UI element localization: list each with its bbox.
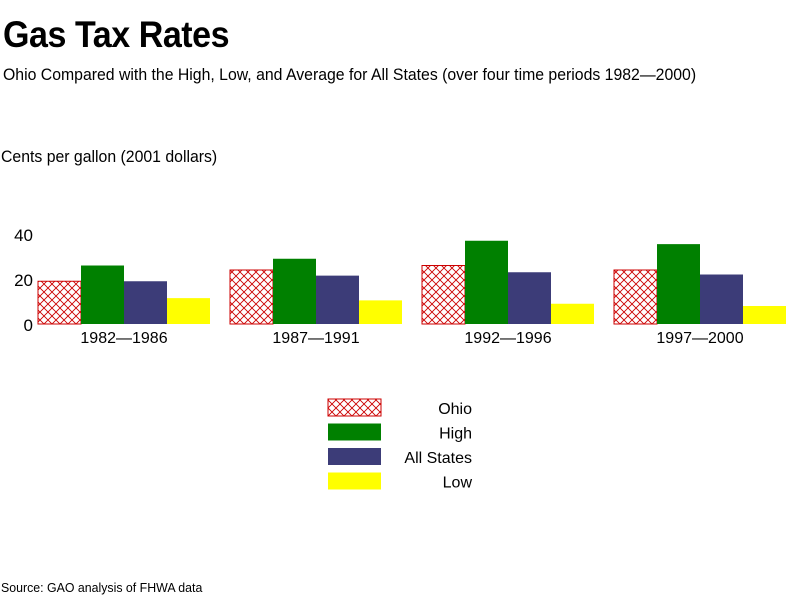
category-label: 1982—1986: [80, 330, 167, 347]
category-label: 1987—1991: [272, 330, 359, 347]
bars-group: [37, 240, 786, 325]
chart-title: Gas Tax Rates: [3, 14, 230, 55]
bar-ohio-2: [229, 269, 274, 325]
bar-all-states-3: [508, 272, 551, 324]
bar-high-1: [81, 265, 124, 324]
source-note: Source: GAO analysis of FHWA data: [1, 580, 203, 595]
legend-swatch-all-states: [328, 448, 381, 465]
bar-high-2: [273, 258, 316, 324]
y-tick-label: 20: [14, 271, 33, 290]
chart-subtitle: Ohio Compared with the High, Low, and Av…: [3, 65, 697, 84]
bar-high-4: [657, 244, 700, 324]
category-label: 1992—1996: [464, 330, 551, 347]
bar-low-1: [167, 298, 210, 324]
legend-label: Low: [443, 475, 473, 492]
legend-label: High: [439, 426, 472, 443]
bar-all-states-1: [124, 281, 167, 324]
bar-low-2: [359, 300, 402, 324]
y-tick-label: 40: [14, 226, 33, 245]
bar-all-states-2: [316, 275, 359, 324]
y-tick-label: 0: [24, 316, 33, 335]
y-axis-label: Cents per gallon (2001 dollars): [1, 147, 218, 166]
legend-label: All States: [404, 450, 472, 467]
legend-swatch-ohio: [327, 398, 382, 417]
legend-label: Ohio: [438, 401, 472, 418]
bar-low-3: [551, 303, 594, 324]
bar-all-states-4: [700, 274, 743, 324]
legend: Ohio High All States Low: [327, 398, 473, 492]
category-label: 1997—2000: [656, 330, 743, 347]
bar-high-3: [465, 240, 508, 324]
bar-ohio-1: [37, 280, 82, 325]
legend-swatch-high: [328, 423, 381, 441]
bar-ohio-4: [613, 269, 658, 325]
bar-low-4: [743, 306, 786, 324]
bar-ohio-3: [421, 265, 466, 325]
category-labels: 1982—1986 1987—1991 1992—1996 1997—2000: [80, 330, 743, 347]
y-axis: 0 20 40: [14, 226, 33, 335]
legend-swatch-low: [328, 472, 381, 490]
